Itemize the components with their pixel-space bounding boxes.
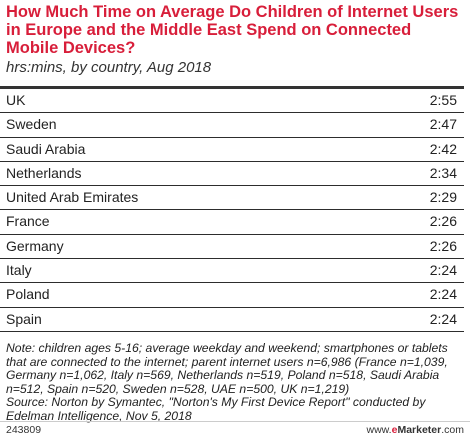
country-label: Germany [6,237,64,254]
data-table: UK 2:55 Sweden 2:47 Saudi Arabia 2:42 Netherla… [0,86,464,332]
country-label: Italy [6,262,32,279]
time-value: 2:24 [429,286,457,303]
time-value: 2:34 [429,164,457,181]
table-row: United Arab Emirates 2:29 [0,186,464,211]
country-label: Poland [6,286,50,303]
table-row: Germany 2:26 [0,235,464,260]
time-value: 2:47 [429,116,457,133]
country-label: United Arab Emirates [6,189,139,206]
brand-prefix: www. [366,424,392,436]
time-value: 2:42 [429,140,457,157]
chart-subtitle: hrs:mins, by country, Aug 2018 [6,59,212,76]
table-row: Saudi Arabia 2:42 [0,138,464,162]
time-value: 2:24 [429,262,457,279]
country-label: Saudi Arabia [6,140,86,157]
source-text: Source: Norton by Symantec, "Norton's My… [6,395,426,423]
country-label: France [6,213,50,230]
table-row: Italy 2:24 [0,259,464,284]
table-row: Netherlands 2:34 [0,162,464,187]
time-value: 2:26 [429,237,457,254]
table-row: Poland 2:24 [0,283,464,308]
table-row: Sweden 2:47 [0,113,464,138]
table-row: UK 2:55 [0,89,464,114]
note-text: Note: children ages 5-16; average weekda… [6,341,448,396]
chart-title: How Much Time on Average Do Children of … [6,3,459,57]
brand-suffix: .com [441,424,464,436]
country-label: Spain [6,310,42,327]
notes-block: Note: children ages 5-16; average weekda… [6,341,462,424]
table-row: Spain 2:24 [0,308,464,332]
table-row: France 2:26 [0,210,464,235]
brand-accent: e [391,424,398,436]
time-value: 2:29 [429,189,457,206]
country-label: Sweden [6,116,57,133]
footer: 243809 www.eMarketer.com [0,421,470,439]
time-value: 2:24 [429,310,457,327]
brand-name: Marketer [397,424,442,436]
chart-id: 243809 [6,424,42,436]
time-value: 2:26 [429,213,457,230]
brand-link[interactable]: www.eMarketer.com [367,422,464,439]
country-label: UK [6,92,26,108]
country-label: Netherlands [6,164,82,181]
time-value: 2:55 [429,92,457,108]
